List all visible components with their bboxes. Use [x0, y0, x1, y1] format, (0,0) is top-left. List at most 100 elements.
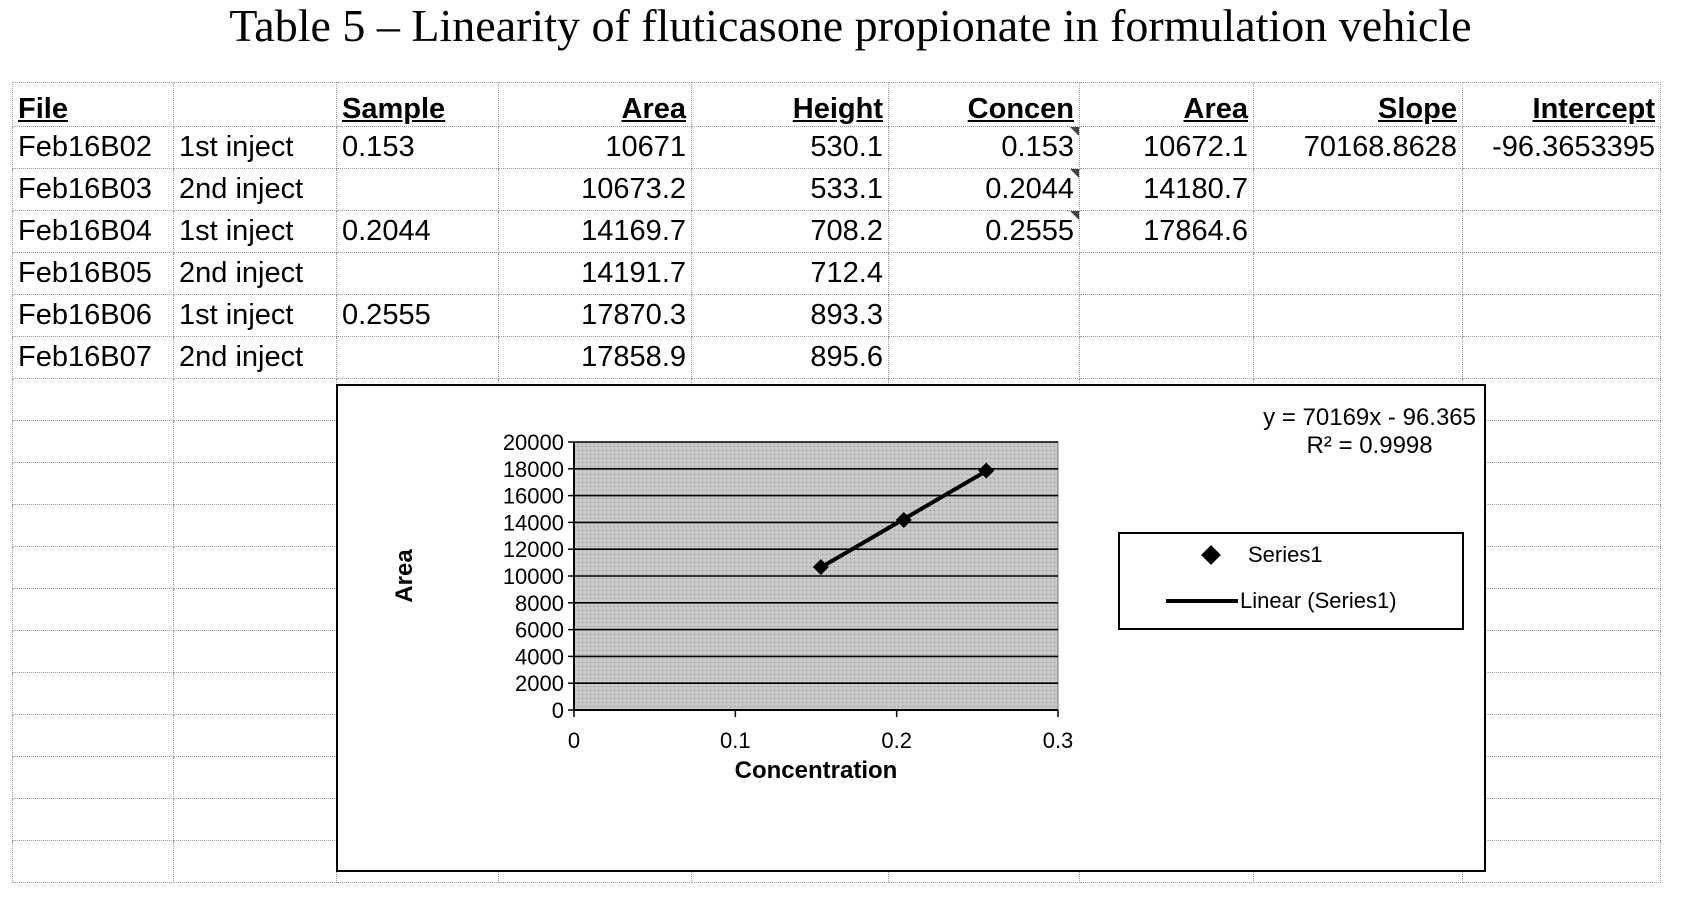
table-cell[interactable]: 0.2044: [336, 210, 499, 253]
empty-cell[interactable]: [173, 504, 337, 547]
empty-cell[interactable]: [173, 672, 337, 715]
empty-cell[interactable]: [1462, 630, 1661, 673]
header-cell[interactable]: Area: [498, 82, 692, 127]
empty-cell[interactable]: [1462, 672, 1661, 715]
empty-cell[interactable]: [12, 420, 174, 463]
empty-cell[interactable]: [12, 546, 174, 589]
table-cell[interactable]: [1462, 252, 1661, 295]
table-cell[interactable]: Feb16B03: [12, 168, 174, 211]
table-cell[interactable]: 1st inject: [173, 126, 337, 169]
table-cell[interactable]: 0.153: [888, 126, 1080, 169]
table-cell[interactable]: Feb16B05: [12, 252, 174, 295]
table-cell[interactable]: 10671: [498, 126, 692, 169]
empty-cell[interactable]: [12, 840, 174, 883]
empty-cell[interactable]: [173, 462, 337, 505]
table-cell[interactable]: 0.2555: [336, 294, 499, 337]
header-cell[interactable]: Slope: [1253, 82, 1463, 127]
table-cell[interactable]: 17864.6: [1079, 210, 1254, 253]
empty-cell[interactable]: [12, 714, 174, 757]
table-cell[interactable]: 14169.7: [498, 210, 692, 253]
table-cell[interactable]: [1253, 252, 1463, 295]
header-cell[interactable]: Intercept: [1462, 82, 1661, 127]
table-cell[interactable]: [1462, 294, 1661, 337]
empty-cell[interactable]: [173, 714, 337, 757]
empty-cell[interactable]: [1462, 504, 1661, 547]
table-cell[interactable]: -96.3653395: [1462, 126, 1661, 169]
empty-cell[interactable]: [173, 378, 337, 421]
empty-cell[interactable]: [1462, 840, 1661, 883]
table-cell[interactable]: 1st inject: [173, 210, 337, 253]
table-cell[interactable]: 893.3: [691, 294, 889, 337]
table-cell[interactable]: [336, 252, 499, 295]
empty-cell[interactable]: [12, 588, 174, 631]
table-cell[interactable]: [888, 336, 1080, 379]
table-cell[interactable]: [888, 252, 1080, 295]
table-cell[interactable]: 10673.2: [498, 168, 692, 211]
table-cell[interactable]: [1462, 336, 1661, 379]
table-cell[interactable]: Feb16B07: [12, 336, 174, 379]
empty-cell[interactable]: [1462, 420, 1661, 463]
header-cell[interactable]: Height: [691, 82, 889, 127]
table-cell[interactable]: [1079, 252, 1254, 295]
table-cell[interactable]: 1st inject: [173, 294, 337, 337]
calibration-chart[interactable]: 0 2000 4000 6000 8000 10000 12000 14000 16000 180…: [336, 384, 1486, 872]
table-cell[interactable]: [1253, 336, 1463, 379]
table-cell[interactable]: 533.1: [691, 168, 889, 211]
header-cell[interactable]: File: [12, 82, 174, 127]
table-cell[interactable]: 17870.3: [498, 294, 692, 337]
table-cell[interactable]: 14191.7: [498, 252, 692, 295]
empty-cell[interactable]: [12, 672, 174, 715]
table-cell[interactable]: 0.2044: [888, 168, 1080, 211]
table-cell[interactable]: [1253, 168, 1463, 211]
table-cell[interactable]: [888, 294, 1080, 337]
table-cell[interactable]: 0.2555: [888, 210, 1080, 253]
empty-cell[interactable]: [173, 588, 337, 631]
table-cell[interactable]: [1462, 210, 1661, 253]
table-cell[interactable]: [1079, 336, 1254, 379]
table-cell[interactable]: Feb16B04: [12, 210, 174, 253]
empty-cell[interactable]: [173, 798, 337, 841]
table-cell[interactable]: 2nd inject: [173, 252, 337, 295]
table-cell[interactable]: 0.153: [336, 126, 499, 169]
table-cell[interactable]: 17858.9: [498, 336, 692, 379]
table-cell[interactable]: [1079, 294, 1254, 337]
header-cell[interactable]: Sample: [336, 82, 499, 127]
empty-cell[interactable]: [173, 630, 337, 673]
table-cell[interactable]: 2nd inject: [173, 336, 337, 379]
table-cell[interactable]: [336, 168, 499, 211]
table-cell[interactable]: [1253, 210, 1463, 253]
empty-cell[interactable]: [1462, 378, 1661, 421]
table-cell[interactable]: 70168.8628: [1253, 126, 1463, 169]
empty-cell[interactable]: [173, 420, 337, 463]
table-cell[interactable]: 712.4: [691, 252, 889, 295]
table-cell[interactable]: Feb16B02: [12, 126, 174, 169]
table-cell[interactable]: 708.2: [691, 210, 889, 253]
empty-cell[interactable]: [1462, 588, 1661, 631]
table-cell[interactable]: [1462, 168, 1661, 211]
table-cell[interactable]: [1253, 294, 1463, 337]
empty-cell[interactable]: [12, 798, 174, 841]
header-cell[interactable]: Area: [1079, 82, 1254, 127]
table-cell[interactable]: 10672.1: [1079, 126, 1254, 169]
empty-cell[interactable]: [1462, 756, 1661, 799]
empty-cell[interactable]: [1462, 714, 1661, 757]
empty-cell[interactable]: [1462, 546, 1661, 589]
chart-legend[interactable]: Series1 Linear (Series1): [1118, 532, 1464, 630]
empty-cell[interactable]: [173, 546, 337, 589]
table-cell[interactable]: Feb16B06: [12, 294, 174, 337]
empty-cell[interactable]: [173, 756, 337, 799]
header-cell[interactable]: [173, 82, 337, 127]
empty-cell[interactable]: [12, 756, 174, 799]
table-cell[interactable]: [336, 336, 499, 379]
header-cell[interactable]: Concen: [888, 82, 1080, 127]
empty-cell[interactable]: [12, 462, 174, 505]
table-cell[interactable]: 14180.7: [1079, 168, 1254, 211]
table-cell[interactable]: 530.1: [691, 126, 889, 169]
empty-cell[interactable]: [1462, 798, 1661, 841]
empty-cell[interactable]: [1462, 462, 1661, 505]
empty-cell[interactable]: [173, 840, 337, 883]
table-cell[interactable]: 895.6: [691, 336, 889, 379]
empty-cell[interactable]: [12, 378, 174, 421]
empty-cell[interactable]: [12, 630, 174, 673]
table-cell[interactable]: 2nd inject: [173, 168, 337, 211]
